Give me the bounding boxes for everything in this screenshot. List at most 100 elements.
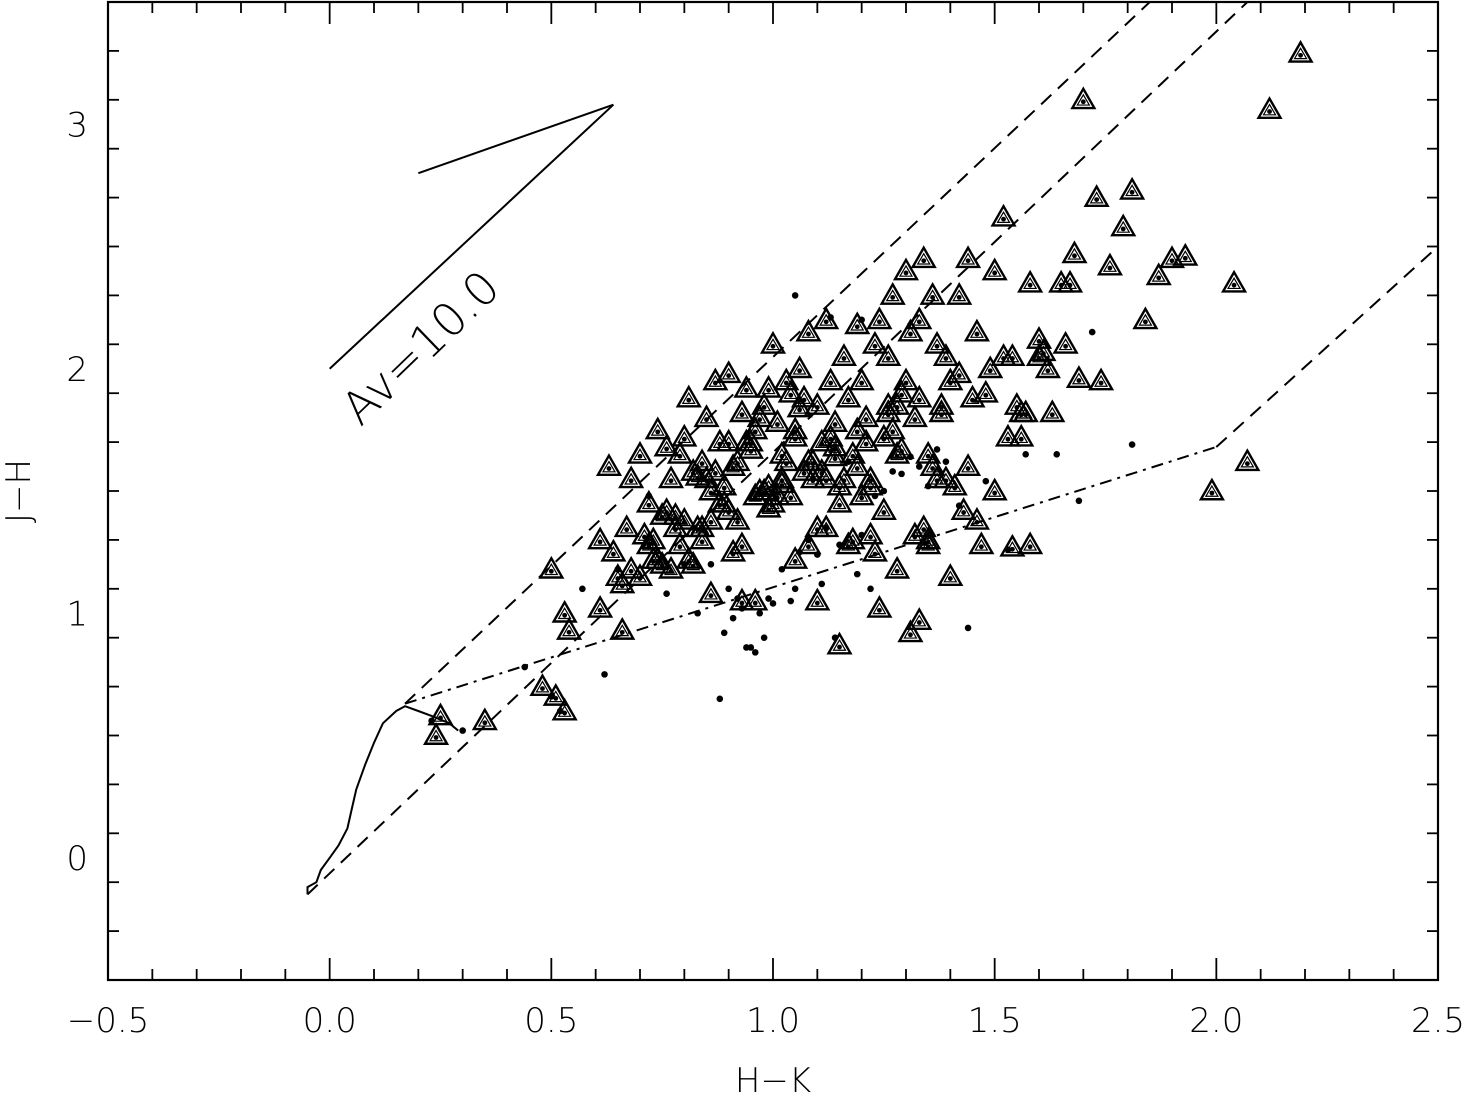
triangle-marker-inner [916,252,931,265]
triangle-marker-inner [1138,313,1153,326]
triangle-marker-inner [952,289,967,302]
data-point-triangle [555,616,583,640]
triangle-center-dot [903,380,909,386]
triangle-center-dot [1267,109,1272,114]
triangle-center-dot [854,324,860,330]
triangle-center-dot [628,478,634,484]
triangle-marker [795,448,822,472]
triangle-center-dot [597,607,603,613]
triangle-center-dot [433,735,439,740]
triangle-marker [946,281,973,305]
data-point-dot [924,482,932,490]
triangle-marker [910,514,937,538]
triangle-marker-inner [761,382,776,395]
data-point-triangle [804,587,831,611]
triangle-center-dot [540,686,545,691]
triangle-center-dot [686,559,692,564]
triangle-marker-inner [646,553,661,566]
data-point-triangle [954,453,982,476]
triangle-center-dot [1063,343,1068,349]
triangle-center-dot [1244,461,1250,467]
triangle-marker-inner [734,406,750,419]
data-point-triangle [777,379,804,403]
triangle-marker [853,428,880,452]
triangle-marker-inner [996,210,1011,224]
triangle-marker [715,497,742,521]
data-point-triangle [861,538,889,562]
triangle-center-dot [1045,368,1051,374]
triangle-marker [551,599,578,623]
triangle-marker-inner [850,460,865,473]
triangle-marker-inner [832,638,847,651]
triangle-marker-inner [779,455,794,468]
triangle-center-dot [664,446,669,452]
triangle-marker [990,343,1017,366]
triangle-marker-inner [1067,247,1082,260]
data-point-triangle [666,531,693,555]
data-point-triangle [928,399,955,423]
data-point-triangle [715,497,742,521]
data-point-triangle [711,472,738,496]
triangle-center-dot [894,568,900,574]
triangle-marker-inner [615,624,630,637]
triangle-center-dot [717,502,723,508]
data-point-triangle [644,416,671,440]
data-point-triangle [742,416,769,440]
triangle-marker-inner [721,367,736,380]
triangle-marker-inner [1102,259,1117,272]
triangle-marker [613,514,640,538]
data-point-triangle [848,482,875,506]
triangle-marker [671,423,698,447]
triangle-marker [587,526,614,550]
triangle-marker [844,453,871,476]
triangle-marker-inner [429,729,444,742]
data-point-triangle [897,318,924,342]
data-point-triangle [1083,184,1110,208]
triangle-marker [1119,176,1146,200]
data-point-triangle [551,599,578,623]
data-point-dot [858,316,865,324]
triangle-marker [1017,269,1044,293]
data-point-triangle [737,436,764,459]
triangle-marker [688,526,716,550]
triangle-marker-inner [1151,269,1166,282]
triangle-center-dot [921,527,927,533]
triangle-marker-inner [1045,406,1060,419]
data-point-triangle [906,607,933,631]
data-point-triangle [675,384,702,408]
reddening-band-lower [1215,245,1438,448]
triangle-center-dot [597,539,603,545]
data-point-dot [916,463,923,470]
data-point-triangle [835,384,862,408]
triangle-marker [795,531,822,555]
triangle-marker-inner [965,391,980,404]
triangle-center-dot [992,270,998,276]
triangle-marker [870,423,897,447]
triangle-marker [1096,252,1123,276]
data-point-triangle [919,281,946,305]
triangle-marker-inner [544,563,559,576]
triangle-center-dot [925,453,931,459]
triangle-marker [538,555,565,579]
data-point-triangle [879,281,906,305]
triangle-marker [693,404,720,428]
triangle-marker [888,436,915,459]
triangle-marker [1012,399,1039,423]
triangle-marker [1070,86,1097,110]
triangle-marker-inner [699,411,714,424]
triangle-marker [879,281,906,305]
triangle-marker-inner [765,338,781,351]
triangle-marker-inner [712,497,727,510]
triangle-center-dot [735,519,740,525]
data-point-triangle [923,465,951,489]
data-point-dot [734,595,741,602]
triangle-center-dot [965,258,971,264]
triangle-center-dot [1156,275,1162,281]
triangle-marker-inner [1116,220,1131,233]
data-point-triangle [950,497,977,521]
triangle-marker [959,384,986,408]
triangle-center-dot [890,429,896,435]
data-point-triangle [742,482,769,506]
triangle-marker [1061,240,1088,264]
x-tick-label: 0.5 [524,1001,578,1041]
